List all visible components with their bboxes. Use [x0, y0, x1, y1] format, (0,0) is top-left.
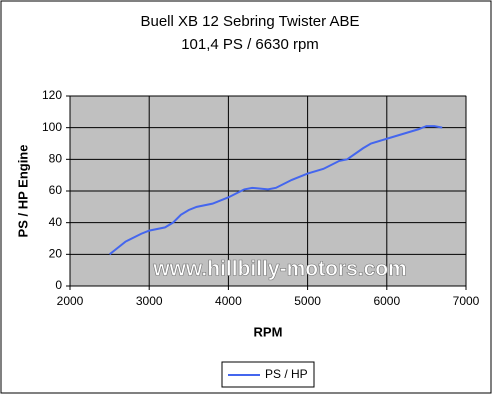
y-tick-label: 120: [42, 88, 62, 102]
y-tick-label: 0: [55, 278, 62, 292]
y-tick-label: 60: [49, 183, 63, 197]
watermark: www.hillbilly-motors.com: [152, 258, 407, 281]
x-tick-label: 7000: [453, 294, 480, 308]
x-tick-label: 2000: [57, 294, 84, 308]
y-tick-label: 40: [49, 215, 63, 229]
y-tick-label: 20: [49, 247, 63, 261]
x-tick-label: 6000: [373, 294, 400, 308]
data-line: [108, 125, 443, 256]
y-axis-label: PS / HP Engine: [15, 145, 30, 238]
x-tick-label: 5000: [294, 294, 321, 308]
y-tick-label: 80: [49, 152, 63, 166]
x-tick-label: 3000: [136, 294, 163, 308]
chart-title: Buell XB 12 Sebring Twister ABE: [140, 13, 359, 30]
chart-subtitle: 101,4 PS / 6630 rpm: [181, 36, 319, 53]
legend-label: PS / HP: [265, 367, 308, 381]
y-tick-label: 100: [42, 120, 62, 134]
x-tick-label: 4000: [215, 294, 242, 308]
x-axis-label: RPM: [254, 324, 283, 339]
